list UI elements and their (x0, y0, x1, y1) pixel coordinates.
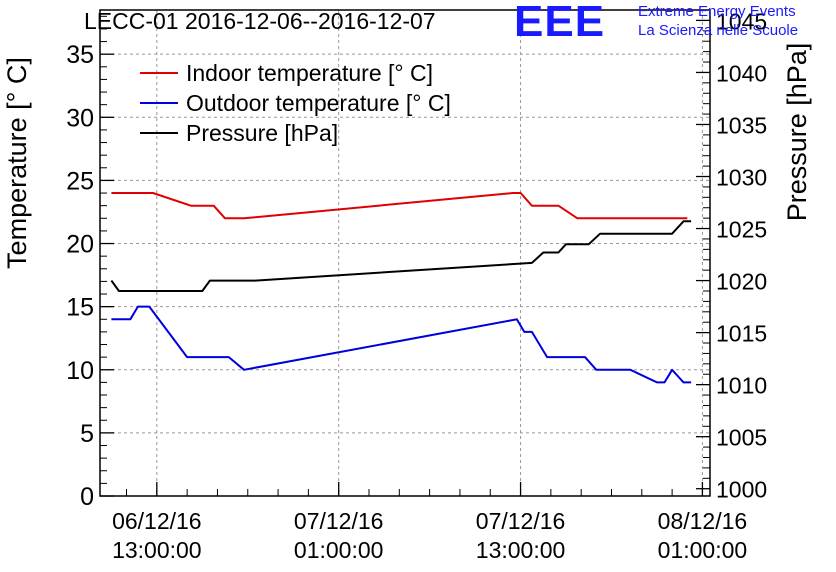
series-line (110, 220, 692, 292)
y2-tick-label: 1030 (716, 165, 767, 191)
x-tick-label: 01:00:00 (658, 537, 748, 563)
y2-tick-label: 1035 (716, 112, 767, 138)
y-tick-label: 10 (66, 357, 94, 385)
x-tick-label: 01:00:00 (294, 537, 384, 563)
y2-axis-label: Pressure [hPa] (782, 43, 812, 222)
logo-caption-line2: La Scienza nelle Scuole (638, 22, 799, 39)
y2-tick-label: 1015 (716, 321, 767, 347)
y2-tick-label: 1020 (716, 269, 767, 295)
y2-tick-label: 1000 (716, 477, 767, 503)
eee-logo: EEE (514, 0, 606, 46)
axes: 0510152025303510001005101010151020102510… (66, 8, 767, 563)
plot-frame (99, 9, 711, 497)
chart-title: LECC-01 2016-12-06--2016-12-07 (84, 8, 436, 34)
y2-tick-label: 1045 (716, 8, 767, 34)
y2-tick-label: 1010 (716, 373, 767, 399)
series-lines (110, 192, 692, 384)
y-tick-label: 25 (66, 167, 94, 195)
y2-tick-label: 1025 (716, 217, 767, 243)
x-tick-label: 07/12/16 (476, 508, 566, 534)
series-line (111, 305, 692, 384)
y-tick-label: 20 (66, 231, 94, 259)
legend-label: Outdoor temperature [° C] (186, 90, 451, 116)
x-tick-label: 07/12/16 (294, 508, 384, 534)
legend-label: Pressure [hPa] (186, 120, 338, 146)
x-tick-label: 13:00:00 (112, 537, 202, 563)
y-tick-label: 35 (66, 41, 94, 69)
y2-tick-label: 1005 (716, 425, 767, 451)
legend: Indoor temperature [° C] Outdoor temperat… (140, 60, 451, 146)
series-line (111, 192, 688, 220)
y2-tick-label: 1040 (716, 60, 767, 86)
y-tick-label: 15 (66, 294, 94, 322)
x-tick-label: 13:00:00 (476, 537, 566, 563)
x-tick-label: 06/12/16 (112, 508, 202, 534)
y-tick-label: 0 (80, 483, 94, 511)
legend-label: Indoor temperature [° C] (186, 60, 433, 86)
logo-caption-line1: Extreme Energy Events (638, 3, 796, 20)
x-tick-label: 08/12/16 (658, 508, 748, 534)
y-tick-label: 5 (80, 420, 94, 448)
y-tick-label: 30 (66, 104, 94, 132)
y-axis-label: Temperature [° C] (2, 57, 32, 269)
